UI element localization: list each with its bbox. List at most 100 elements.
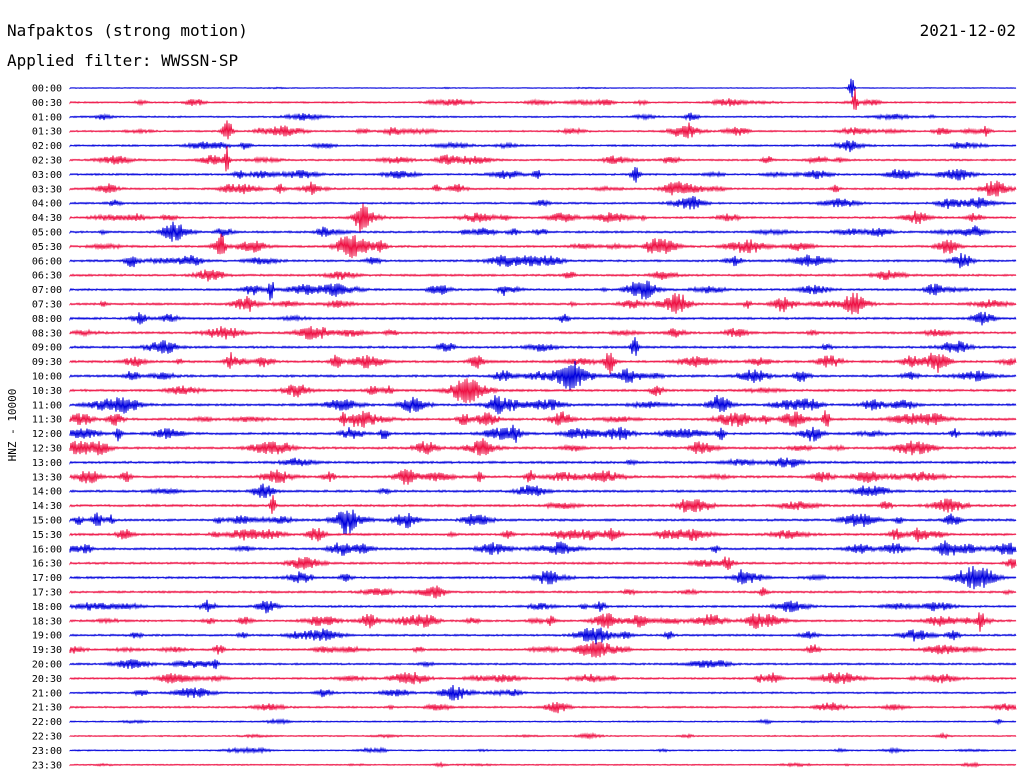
trace-row-2330 — [69, 761, 1017, 769]
trace-row-1500 — [69, 509, 1017, 535]
time-label-2100: 21:00 — [32, 688, 62, 699]
time-label-0430: 04:30 — [32, 213, 62, 224]
trace-row-0530 — [69, 233, 1017, 259]
time-label-1200: 12:00 — [32, 429, 62, 440]
time-label-1730: 17:30 — [32, 588, 62, 599]
trace-row-1800 — [69, 599, 1017, 614]
time-label-1700: 17:00 — [32, 573, 62, 584]
date-label: 2021-12-02 — [920, 21, 1016, 40]
time-label-0030: 00:30 — [32, 98, 62, 109]
time-label-1330: 13:30 — [32, 472, 62, 483]
time-label-0800: 08:00 — [32, 314, 62, 325]
time-label-1600: 16:00 — [32, 544, 62, 555]
time-label-1100: 11:00 — [32, 400, 62, 411]
time-label-0130: 01:30 — [32, 127, 62, 138]
trace-row-1900 — [69, 627, 1017, 645]
trace-row-0600 — [69, 252, 1017, 269]
trace-row-1700 — [69, 565, 1017, 590]
trace-row-1730 — [69, 585, 1017, 599]
trace-row-0100 — [69, 112, 1017, 122]
time-label-2000: 20:00 — [32, 660, 62, 671]
time-label-2230: 22:30 — [32, 732, 62, 743]
time-tick-labels: 00:00 00:30 01:00 01:30 02:00 02:30 03:00 03:30… — [32, 84, 62, 772]
trace-row-0400 — [69, 196, 1017, 210]
trace-row-0900 — [69, 337, 1017, 356]
trace-row-1330 — [69, 469, 1017, 485]
trace-row-0230 — [69, 146, 1017, 172]
trace-row-2100 — [69, 684, 1017, 701]
time-label-2200: 22:00 — [32, 717, 62, 728]
trace-row-2230 — [69, 731, 1017, 740]
trace-row-1230 — [69, 438, 1017, 456]
time-label-0530: 05:30 — [32, 242, 62, 253]
time-label-2130: 21:30 — [32, 703, 62, 714]
time-label-1830: 18:30 — [32, 616, 62, 627]
time-label-0300: 03:00 — [32, 170, 62, 181]
time-label-1230: 12:30 — [32, 444, 62, 455]
time-label-0600: 06:00 — [32, 256, 62, 267]
trace-row-0430 — [69, 203, 1017, 233]
y-axis-label: HNZ - 10000 — [6, 389, 19, 462]
trace-row-2130 — [69, 702, 1017, 714]
time-label-1030: 10:30 — [32, 386, 62, 397]
time-label-2030: 20:30 — [32, 674, 62, 685]
filter-label: Applied filter: WWSSN-SP — [7, 51, 238, 70]
trace-row-0930 — [69, 352, 1017, 374]
trace-row-1300 — [69, 457, 1017, 468]
time-label-1500: 15:00 — [32, 516, 62, 527]
trace-row-2300 — [69, 746, 1017, 755]
time-label-0830: 08:30 — [32, 328, 62, 339]
time-label-0200: 02:00 — [32, 141, 62, 152]
trace-row-1430 — [69, 495, 1017, 514]
trace-row-0330 — [69, 180, 1017, 197]
trace-row-0630 — [69, 269, 1017, 282]
time-label-1130: 11:30 — [32, 415, 62, 426]
time-label-0330: 03:30 — [32, 184, 62, 195]
trace-row-0200 — [69, 140, 1017, 153]
trace-row-0300 — [69, 166, 1017, 183]
time-label-1630: 16:30 — [32, 559, 62, 570]
trace-row-1100 — [69, 394, 1017, 415]
trace-row-2000 — [69, 659, 1017, 670]
trace-row-0030 — [69, 88, 1017, 110]
trace-row-0700 — [69, 280, 1017, 301]
station-title: Nafpaktos (strong motion) — [7, 21, 248, 40]
time-label-1530: 15:30 — [32, 530, 62, 541]
time-label-1400: 14:00 — [32, 487, 62, 498]
time-label-1000: 10:00 — [32, 372, 62, 383]
trace-row-0130 — [69, 120, 1017, 140]
time-label-1900: 19:00 — [32, 631, 62, 642]
trace-row-1130 — [69, 410, 1017, 428]
seismic-traces — [69, 78, 1017, 769]
trace-row-0830 — [69, 326, 1017, 340]
time-label-0730: 07:30 — [32, 300, 62, 311]
time-label-0000: 00:00 — [32, 84, 62, 95]
time-label-1300: 13:00 — [32, 458, 62, 469]
trace-row-1830 — [69, 612, 1017, 632]
trace-row-1200 — [69, 424, 1017, 443]
trace-row-0800 — [69, 311, 1017, 326]
trace-row-1630 — [69, 556, 1017, 570]
time-label-0930: 09:30 — [32, 357, 62, 368]
time-label-0700: 07:00 — [32, 285, 62, 296]
time-label-0100: 01:00 — [32, 112, 62, 123]
trace-row-1930 — [69, 641, 1017, 658]
trace-row-1000 — [69, 360, 1017, 391]
time-label-0230: 02:30 — [32, 156, 62, 167]
trace-row-1600 — [69, 540, 1017, 556]
trace-row-1530 — [69, 527, 1017, 543]
time-label-0500: 05:00 — [32, 228, 62, 239]
time-label-2300: 23:00 — [32, 746, 62, 757]
trace-row-1030 — [69, 378, 1017, 404]
trace-row-1400 — [69, 483, 1017, 498]
time-label-0400: 04:00 — [32, 199, 62, 210]
time-label-1430: 14:30 — [32, 501, 62, 512]
time-label-0630: 06:30 — [32, 271, 62, 282]
time-label-1800: 18:00 — [32, 602, 62, 613]
time-label-0900: 09:00 — [32, 343, 62, 354]
trace-row-0730 — [69, 292, 1017, 315]
trace-row-2200 — [69, 717, 1017, 726]
trace-row-0500 — [69, 221, 1017, 242]
trace-row-2030 — [69, 672, 1017, 685]
